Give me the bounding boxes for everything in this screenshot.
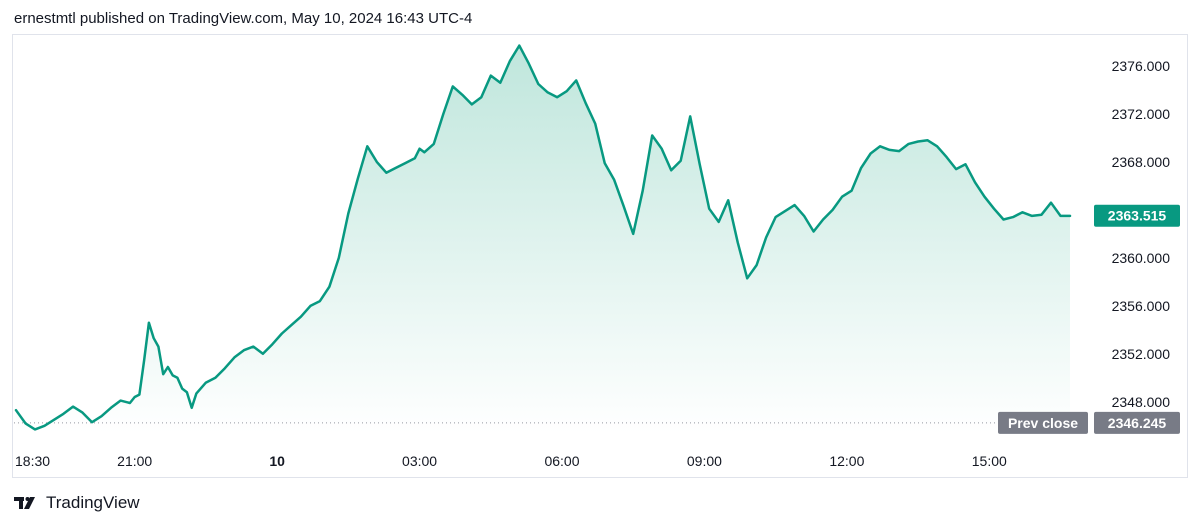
last-price-label: 2363.515 <box>1108 208 1167 224</box>
y-tick-label: 2356.000 <box>1112 298 1171 314</box>
x-tick-label: 03:00 <box>402 453 437 469</box>
last-price-badge <box>1094 204 1180 227</box>
prev-close-title: Prev close <box>1008 415 1078 431</box>
x-tick-label: 21:00 <box>117 453 152 469</box>
chart-frame <box>12 34 1188 478</box>
area-fill <box>16 45 1070 433</box>
y-tick-label: 2372.000 <box>1112 106 1171 122</box>
prev-close-value: 2346.245 <box>1108 415 1167 431</box>
y-tick-label: 2352.000 <box>1112 346 1171 362</box>
y-axis[interactable]: 2376.0002372.0002368.0002364.0002360.000… <box>1112 58 1171 410</box>
y-tick-label: 2348.000 <box>1112 394 1171 410</box>
x-tick-label: 10 <box>269 453 285 469</box>
price-badges: 2363.515 Prev close 2346.245 <box>998 204 1180 434</box>
x-tick-label: 12:00 <box>829 453 864 469</box>
x-tick-label: 15:00 <box>972 453 1007 469</box>
prev-close-value-badge <box>1094 411 1180 434</box>
x-tick-label: 18:30 <box>15 453 50 469</box>
publish-info: ernestmtl published on TradingView.com, … <box>14 10 473 27</box>
y-tick-label: 2368.000 <box>1112 154 1171 170</box>
x-tick-label: 09:00 <box>687 453 722 469</box>
prev-close-title-badge <box>998 411 1088 434</box>
footer-brand[interactable]: TradingView <box>14 493 140 513</box>
x-tick-label: 06:00 <box>544 453 579 469</box>
y-tick-label: 2360.000 <box>1112 250 1171 266</box>
y-tick-label: 2376.000 <box>1112 58 1171 74</box>
area-fill-layer <box>16 45 1070 433</box>
footer-brand-text: TradingView <box>46 493 140 512</box>
x-axis[interactable]: 18:30 21:00 10 03:00 06:00 09:00 12:00 15:00 <box>15 453 1007 469</box>
tradingview-logo-icon <box>14 497 35 509</box>
price-line-layer <box>14 44 1072 431</box>
price-series-line <box>14 44 1072 431</box>
